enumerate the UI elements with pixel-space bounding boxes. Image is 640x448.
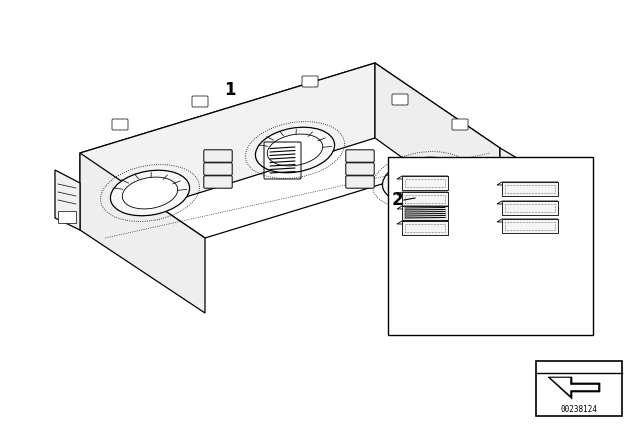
FancyBboxPatch shape bbox=[192, 96, 208, 107]
Polygon shape bbox=[402, 176, 448, 190]
Polygon shape bbox=[397, 176, 448, 179]
FancyBboxPatch shape bbox=[204, 150, 232, 162]
Polygon shape bbox=[402, 192, 448, 206]
Ellipse shape bbox=[122, 177, 178, 209]
Bar bbox=[405, 209, 445, 217]
Bar bbox=[405, 224, 445, 232]
Bar bbox=[536, 361, 622, 416]
Polygon shape bbox=[55, 170, 80, 230]
Ellipse shape bbox=[255, 127, 335, 173]
FancyBboxPatch shape bbox=[204, 163, 232, 175]
Polygon shape bbox=[397, 221, 448, 224]
Polygon shape bbox=[497, 219, 558, 222]
Ellipse shape bbox=[394, 164, 450, 196]
Polygon shape bbox=[502, 182, 558, 196]
FancyBboxPatch shape bbox=[302, 76, 318, 87]
Polygon shape bbox=[397, 206, 448, 209]
Bar bbox=[58, 211, 76, 223]
Bar bbox=[505, 204, 555, 212]
Polygon shape bbox=[548, 377, 600, 399]
Bar bbox=[505, 185, 555, 193]
Bar bbox=[405, 195, 445, 203]
Polygon shape bbox=[80, 63, 500, 238]
Bar bbox=[405, 179, 445, 187]
Text: 00238124: 00238124 bbox=[561, 405, 598, 414]
Ellipse shape bbox=[383, 157, 461, 203]
FancyBboxPatch shape bbox=[346, 176, 374, 188]
Polygon shape bbox=[80, 153, 205, 313]
FancyBboxPatch shape bbox=[204, 176, 232, 188]
Polygon shape bbox=[551, 378, 598, 395]
Polygon shape bbox=[497, 182, 558, 185]
Polygon shape bbox=[397, 192, 448, 195]
Ellipse shape bbox=[111, 170, 189, 216]
Bar bbox=[505, 222, 555, 230]
FancyBboxPatch shape bbox=[392, 94, 408, 105]
FancyBboxPatch shape bbox=[346, 150, 374, 162]
Polygon shape bbox=[502, 219, 558, 233]
Polygon shape bbox=[502, 201, 558, 215]
Polygon shape bbox=[402, 206, 448, 220]
FancyBboxPatch shape bbox=[112, 119, 128, 130]
Polygon shape bbox=[497, 201, 558, 204]
Ellipse shape bbox=[268, 134, 323, 166]
Polygon shape bbox=[375, 63, 500, 228]
Polygon shape bbox=[402, 221, 448, 235]
Text: 1: 1 bbox=[224, 81, 236, 99]
FancyBboxPatch shape bbox=[346, 163, 374, 175]
FancyBboxPatch shape bbox=[452, 119, 468, 130]
Polygon shape bbox=[500, 148, 522, 226]
Bar bbox=[388, 157, 593, 335]
Polygon shape bbox=[80, 63, 375, 230]
Text: 2: 2 bbox=[391, 191, 403, 209]
